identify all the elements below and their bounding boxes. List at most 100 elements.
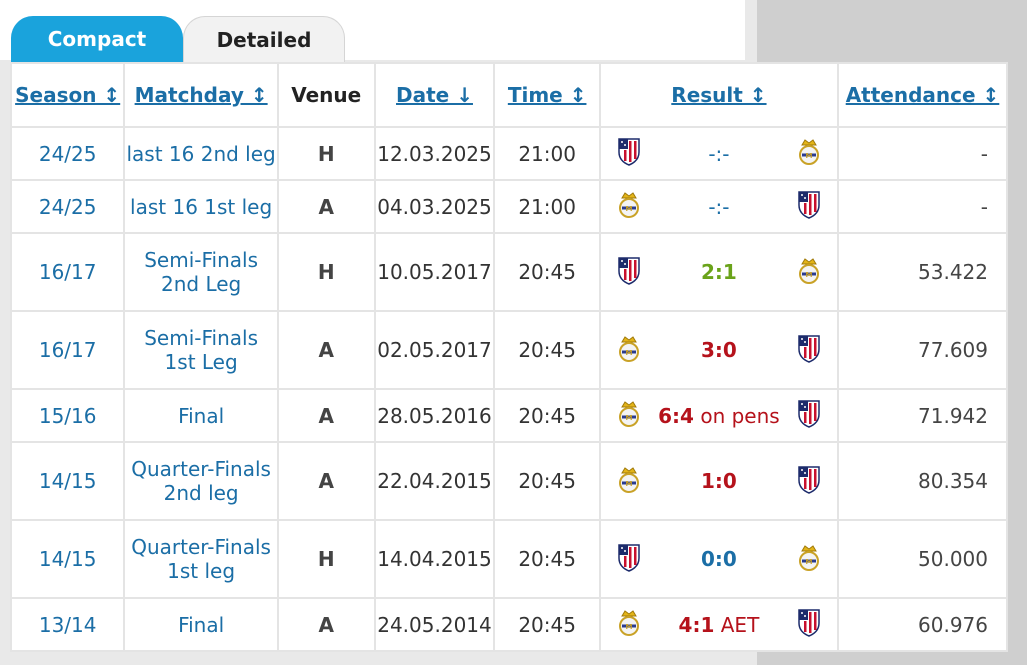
matchday-line1[interactable]: Final <box>178 612 225 637</box>
season-link[interactable]: 16/17 <box>38 260 97 284</box>
matchday-line1[interactable]: Semi-Finals <box>144 326 258 350</box>
matchday-line1[interactable]: last 16 2nd leg <box>126 141 276 166</box>
result-cell[interactable]: 0:0 <box>657 519 781 599</box>
attendance-sort-link[interactable]: Attendance ↕ <box>845 83 1000 107</box>
svg-text:M: M <box>805 152 812 160</box>
matchday-line1[interactable]: Final <box>178 403 225 428</box>
result-cell[interactable]: 4:1 AET <box>657 597 781 652</box>
time-sort-link[interactable]: Time ↕ <box>507 83 587 107</box>
season-cell[interactable]: 24/25 <box>9 179 126 234</box>
matchday-link[interactable]: Final <box>178 404 224 428</box>
result-score[interactable]: -:- <box>708 194 730 219</box>
matchday-line1[interactable]: Semi-Finals <box>144 248 258 272</box>
season-cell[interactable]: 24/25 <box>9 126 126 181</box>
home-team-cell[interactable]: M <box>598 597 658 652</box>
result-cell[interactable]: 6:4 on pens <box>657 388 781 443</box>
season-cell[interactable]: 13/14 <box>9 597 126 652</box>
table-row: 13/14 Final A 24.05.2014 20:45 M 4:1 AET 60.… <box>9 597 1008 652</box>
away-team-cell[interactable] <box>780 179 840 234</box>
home-team-cell[interactable] <box>598 126 658 181</box>
result-score[interactable]: 1:0 <box>701 469 737 493</box>
season-cell[interactable]: 16/17 <box>9 310 126 390</box>
matchday-cell[interactable]: Final <box>123 597 279 652</box>
season-link[interactable]: 24/25 <box>38 194 97 219</box>
matchday-link[interactable]: last 16 1st leg <box>130 195 272 219</box>
result-score[interactable]: 6:4 <box>658 403 694 428</box>
time-header[interactable]: Time ↕ <box>493 62 601 128</box>
attendance-cell: 80.354 <box>837 441 1008 521</box>
away-team-cell[interactable] <box>780 441 840 521</box>
matchday-sort-link[interactable]: Matchday ↕ <box>134 83 268 107</box>
date-cell: 24.05.2014 <box>373 597 496 652</box>
home-team-cell[interactable]: M <box>598 388 658 443</box>
season-link[interactable]: 24/25 <box>38 141 97 166</box>
matchday-cell[interactable]: Quarter-Finals 1st leg <box>123 519 279 599</box>
matchday-line2[interactable]: 1st leg <box>167 559 236 583</box>
away-team-cell[interactable]: M <box>780 519 840 599</box>
attendance-header[interactable]: Attendance ↕ <box>837 62 1008 128</box>
away-team-cell[interactable] <box>780 388 840 443</box>
matchday-link[interactable]: last 16 2nd leg <box>126 142 275 166</box>
season-cell[interactable]: 16/17 <box>9 232 126 312</box>
season-link[interactable]: 15/16 <box>38 403 97 428</box>
away-team-cell[interactable] <box>780 310 840 390</box>
matchday-cell[interactable]: Semi-Finals 2nd Leg <box>123 232 279 312</box>
date-sort-link[interactable]: Date ↓ <box>396 83 473 107</box>
season-link[interactable]: 16/17 <box>38 338 97 362</box>
season-cell[interactable]: 14/15 <box>9 519 126 599</box>
result-score[interactable]: 0:0 <box>701 547 737 571</box>
home-team-cell[interactable] <box>598 232 658 312</box>
matchday-line2[interactable]: 2nd Leg <box>160 272 242 296</box>
away-team-cell[interactable] <box>780 597 840 652</box>
matchday-link[interactable]: Semi-Finals 1st Leg <box>144 326 258 374</box>
season-cell[interactable]: 14/15 <box>9 441 126 521</box>
matchday-link[interactable]: Quarter-Finals 1st leg <box>131 535 271 583</box>
date-header[interactable]: Date ↓ <box>373 62 496 128</box>
matchday-cell[interactable]: Semi-Finals 1st Leg <box>123 310 279 390</box>
result-score[interactable]: 4:1 <box>678 612 715 637</box>
svg-text:M: M <box>625 623 632 631</box>
atletico-crest-icon <box>798 400 820 428</box>
home-team-cell[interactable]: M <box>598 310 658 390</box>
home-team-cell[interactable]: M <box>598 179 658 234</box>
matchday-line2[interactable]: 1st Leg <box>164 350 238 374</box>
home-team-cell[interactable]: M <box>598 441 658 521</box>
result-cell[interactable]: 1:0 <box>657 441 781 521</box>
season-header[interactable]: Season ↕ <box>9 62 126 128</box>
tab-compact[interactable]: Compact <box>11 16 183 62</box>
attendance-cell: - <box>837 126 1008 181</box>
season-link[interactable]: 13/14 <box>38 612 97 637</box>
result-score[interactable]: 2:1 <box>701 260 737 284</box>
result-cell[interactable]: 2:1 <box>657 232 781 312</box>
result-cell[interactable]: -:- <box>657 126 781 181</box>
matchday-link[interactable]: Quarter-Finals 2nd leg <box>131 457 271 505</box>
home-team-cell[interactable] <box>598 519 658 599</box>
matchday-cell[interactable]: last 16 2nd leg <box>123 126 279 181</box>
away-team-cell[interactable]: M <box>780 126 840 181</box>
table-row: 16/17 Semi-Finals 2nd Leg H 10.05.2017 20:45 … <box>9 232 1008 312</box>
result-sort-link[interactable]: Result ↕ <box>671 83 767 107</box>
time-cell: 20:45 <box>493 310 601 390</box>
matchday-link[interactable]: Final <box>178 613 224 637</box>
time-cell: 20:45 <box>493 597 601 652</box>
result-header[interactable]: Result ↕ <box>598 62 840 128</box>
season-link[interactable]: 14/15 <box>38 469 97 493</box>
season-link[interactable]: 14/15 <box>38 547 97 571</box>
matchday-header[interactable]: Matchday ↕ <box>123 62 279 128</box>
matchday-line1[interactable]: Quarter-Finals <box>131 457 271 481</box>
matchday-cell[interactable]: Final <box>123 388 279 443</box>
matchday-line2[interactable]: 2nd leg <box>163 481 239 505</box>
matchday-cell[interactable]: last 16 1st leg <box>123 179 279 234</box>
season-sort-link[interactable]: Season ↕ <box>15 83 121 107</box>
result-cell[interactable]: 3:0 <box>657 310 781 390</box>
away-team-cell[interactable]: M <box>780 232 840 312</box>
matchday-link[interactable]: Semi-Finals 2nd Leg <box>144 248 258 296</box>
tab-detailed[interactable]: Detailed <box>183 16 345 63</box>
result-cell[interactable]: -:- <box>657 179 781 234</box>
matchday-cell[interactable]: Quarter-Finals 2nd leg <box>123 441 279 521</box>
result-score[interactable]: -:- <box>708 141 730 166</box>
result-score[interactable]: 3:0 <box>701 338 737 362</box>
season-cell[interactable]: 15/16 <box>9 388 126 443</box>
matchday-line1[interactable]: last 16 1st leg <box>130 194 273 219</box>
matchday-line1[interactable]: Quarter-Finals <box>131 535 271 559</box>
